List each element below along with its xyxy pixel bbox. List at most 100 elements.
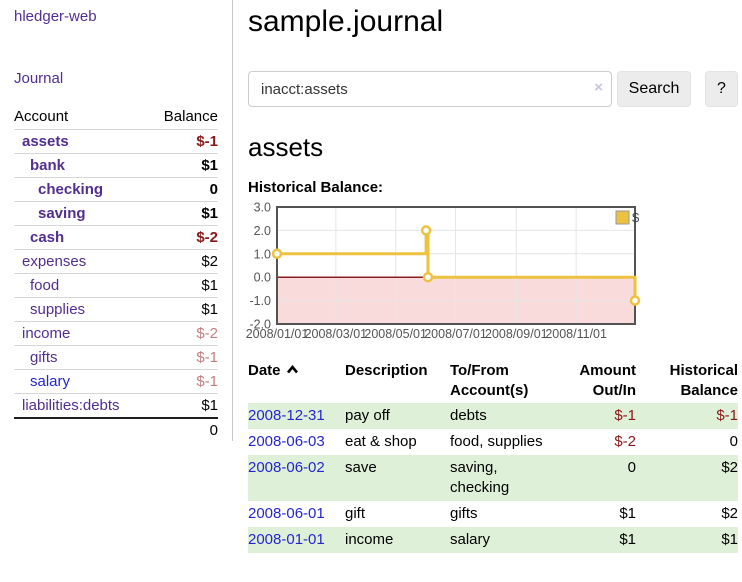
sidebar-account-link[interactable]: liabilities:debts bbox=[22, 397, 120, 414]
sidebar-account-balance: $1 bbox=[148, 153, 218, 178]
sidebar-account-row: income $-2 bbox=[14, 321, 218, 346]
sidebar-account-link[interactable]: income bbox=[22, 325, 71, 342]
sidebar-accounts-body: assets $-1 bank $1 checking 0 saving $1 … bbox=[14, 129, 218, 419]
register-balance: $1 bbox=[721, 531, 738, 548]
historical-balance-chart: 3.0 2.0 1.0 0.0 -1.0 -2.02008/01/012008/03/01… bbox=[246, 201, 641, 341]
register-date-link[interactable]: 2008-12-31 bbox=[248, 407, 325, 424]
data-point-marker bbox=[420, 225, 432, 236]
legend-label: $ bbox=[632, 210, 640, 225]
x-tick-label: 2008/09/01 bbox=[485, 327, 548, 341]
search-button[interactable]: Search bbox=[617, 71, 691, 107]
register-amount: $-2 bbox=[614, 433, 636, 450]
accounts-total-spacer bbox=[14, 417, 149, 442]
x-tick-label: 2008/07/01 bbox=[424, 327, 487, 341]
sidebar-account-link[interactable]: saving bbox=[38, 205, 86, 222]
sidebar-account-balance: $2 bbox=[148, 249, 218, 274]
sidebar-account-link[interactable]: assets bbox=[22, 133, 69, 150]
register-accounts: food, supplies bbox=[450, 433, 543, 450]
sidebar-account-balance: $1 bbox=[148, 273, 218, 298]
register-description: income bbox=[345, 531, 394, 548]
register-body: 2008-12-31 pay off debts $-1 $-1 2008-06… bbox=[248, 403, 738, 553]
register-description: gift bbox=[345, 505, 366, 522]
search-input[interactable] bbox=[248, 71, 612, 107]
sidebar-account-link[interactable]: checking bbox=[38, 181, 104, 198]
register-amount: $-1 bbox=[614, 407, 636, 424]
sidebar-account-link[interactable]: supplies bbox=[30, 301, 86, 318]
register-accounts: saving, checking bbox=[450, 459, 510, 496]
sidebar-account-balance: $-1 bbox=[148, 369, 218, 394]
sidebar-account-link[interactable]: gifts bbox=[30, 349, 58, 366]
sidebar-item-journal[interactable]: Journal bbox=[14, 70, 64, 87]
register-date-link[interactable]: 2008-06-01 bbox=[248, 505, 325, 522]
accounts-total-row: 0 bbox=[14, 417, 218, 442]
register-header-description: Description bbox=[345, 362, 428, 379]
account-page-title: assets bbox=[248, 132, 324, 162]
register-amount: 0 bbox=[627, 459, 636, 476]
sidebar-account-row: liabilities:debts $1 bbox=[14, 393, 218, 419]
register-row: 2008-06-01 gift gifts $1 $2 bbox=[248, 501, 738, 527]
register-row: 2008-06-03 eat & shop food, supplies $-2… bbox=[248, 429, 738, 455]
register-accounts: gifts bbox=[450, 505, 478, 522]
app-title-link[interactable]: hledger-web bbox=[14, 8, 97, 25]
register-row: 2008-12-31 pay off debts $-1 $-1 bbox=[248, 403, 738, 429]
sidebar-account-row: salary $-1 bbox=[14, 369, 218, 394]
y-tick-label: 1.0 bbox=[254, 247, 271, 261]
sidebar-account-row: cash $-2 bbox=[14, 225, 218, 250]
register-accounts: debts bbox=[450, 407, 487, 424]
sidebar-account-balance: $-1 bbox=[148, 345, 218, 370]
register-header-amount: Amount Out/In bbox=[579, 362, 636, 399]
register-row: 2008-01-01 income salary $1 $1 bbox=[248, 527, 738, 553]
sidebar-account-balance: 0 bbox=[148, 177, 218, 202]
accounts-header-balance: Balance bbox=[148, 106, 218, 130]
register-header-balance: Historical Balance bbox=[669, 362, 738, 399]
x-tick-label: 2008/03/01 bbox=[305, 327, 368, 341]
sidebar-account-row: gifts $-1 bbox=[14, 345, 218, 370]
accounts-header-account: Account bbox=[14, 106, 149, 130]
register-date-link[interactable]: 2008-06-02 bbox=[248, 459, 325, 476]
register-date-link[interactable]: 2008-01-01 bbox=[248, 531, 325, 548]
data-point-marker bbox=[271, 248, 283, 260]
page-title: sample.journal bbox=[248, 5, 444, 38]
register-balance: 0 bbox=[729, 433, 738, 450]
sidebar-account-link[interactable]: cash bbox=[30, 229, 65, 246]
register-date-link[interactable]: 2008-06-03 bbox=[248, 433, 325, 450]
register-balance: $-1 bbox=[716, 407, 738, 424]
sidebar-account-row: saving $1 bbox=[14, 201, 218, 226]
sidebar-account-balance: $-2 bbox=[148, 225, 218, 250]
register-description: pay off bbox=[345, 407, 390, 424]
main-content: sample.journal × Search ? assets Histori… bbox=[246, 0, 738, 553]
register-balance: $2 bbox=[721, 459, 738, 476]
sidebar-account-balance: $1 bbox=[148, 297, 218, 322]
register-table: Date Description To/From Account(s) Amou… bbox=[248, 359, 738, 553]
sidebar-account-balance: $-1 bbox=[148, 129, 218, 154]
sidebar-account-link[interactable]: expenses bbox=[22, 253, 87, 270]
chart-title: Historical Balance: bbox=[248, 179, 384, 196]
accounts-table: Account Balance assets $-1 bank $1 check… bbox=[14, 106, 218, 442]
register-row: 2008-06-02 save saving, checking 0 $2 bbox=[248, 455, 738, 501]
legend-swatch bbox=[615, 210, 630, 225]
sidebar-account-row: food $1 bbox=[14, 273, 218, 298]
register-amount: $1 bbox=[619, 531, 636, 548]
register-description: save bbox=[345, 459, 377, 476]
y-tick-label: 2.0 bbox=[254, 224, 271, 238]
plot-border bbox=[276, 206, 636, 325]
sidebar-account-balance: $1 bbox=[148, 393, 218, 419]
sidebar-account-link[interactable]: food bbox=[30, 277, 60, 294]
sidebar-account-row: assets $-1 bbox=[14, 129, 218, 154]
sidebar-account-balance: $-2 bbox=[148, 321, 218, 346]
sidebar-account-row: checking 0 bbox=[14, 177, 218, 202]
sidebar-account-link[interactable]: bank bbox=[30, 157, 66, 174]
register-header-date[interactable]: Date bbox=[248, 359, 345, 403]
sidebar-account-link[interactable]: salary bbox=[30, 373, 71, 390]
register-header-tofrom: To/From Account(s) bbox=[450, 362, 529, 399]
register-balance: $2 bbox=[721, 505, 738, 522]
y-tick-label: -2.0 bbox=[249, 318, 271, 332]
accounts-total-value: 0 bbox=[148, 417, 218, 442]
clear-search-icon[interactable]: × bbox=[594, 79, 603, 96]
register-description: eat & shop bbox=[345, 433, 417, 450]
x-tick-label: 2008/11/01 bbox=[545, 327, 607, 341]
help-button[interactable]: ? bbox=[705, 71, 738, 107]
x-tick-label: 2008/01/01 bbox=[246, 327, 309, 341]
search-form: × Search ? bbox=[248, 71, 738, 107]
sidebar: hledger-web Journal Account Balance asse… bbox=[0, 0, 233, 442]
